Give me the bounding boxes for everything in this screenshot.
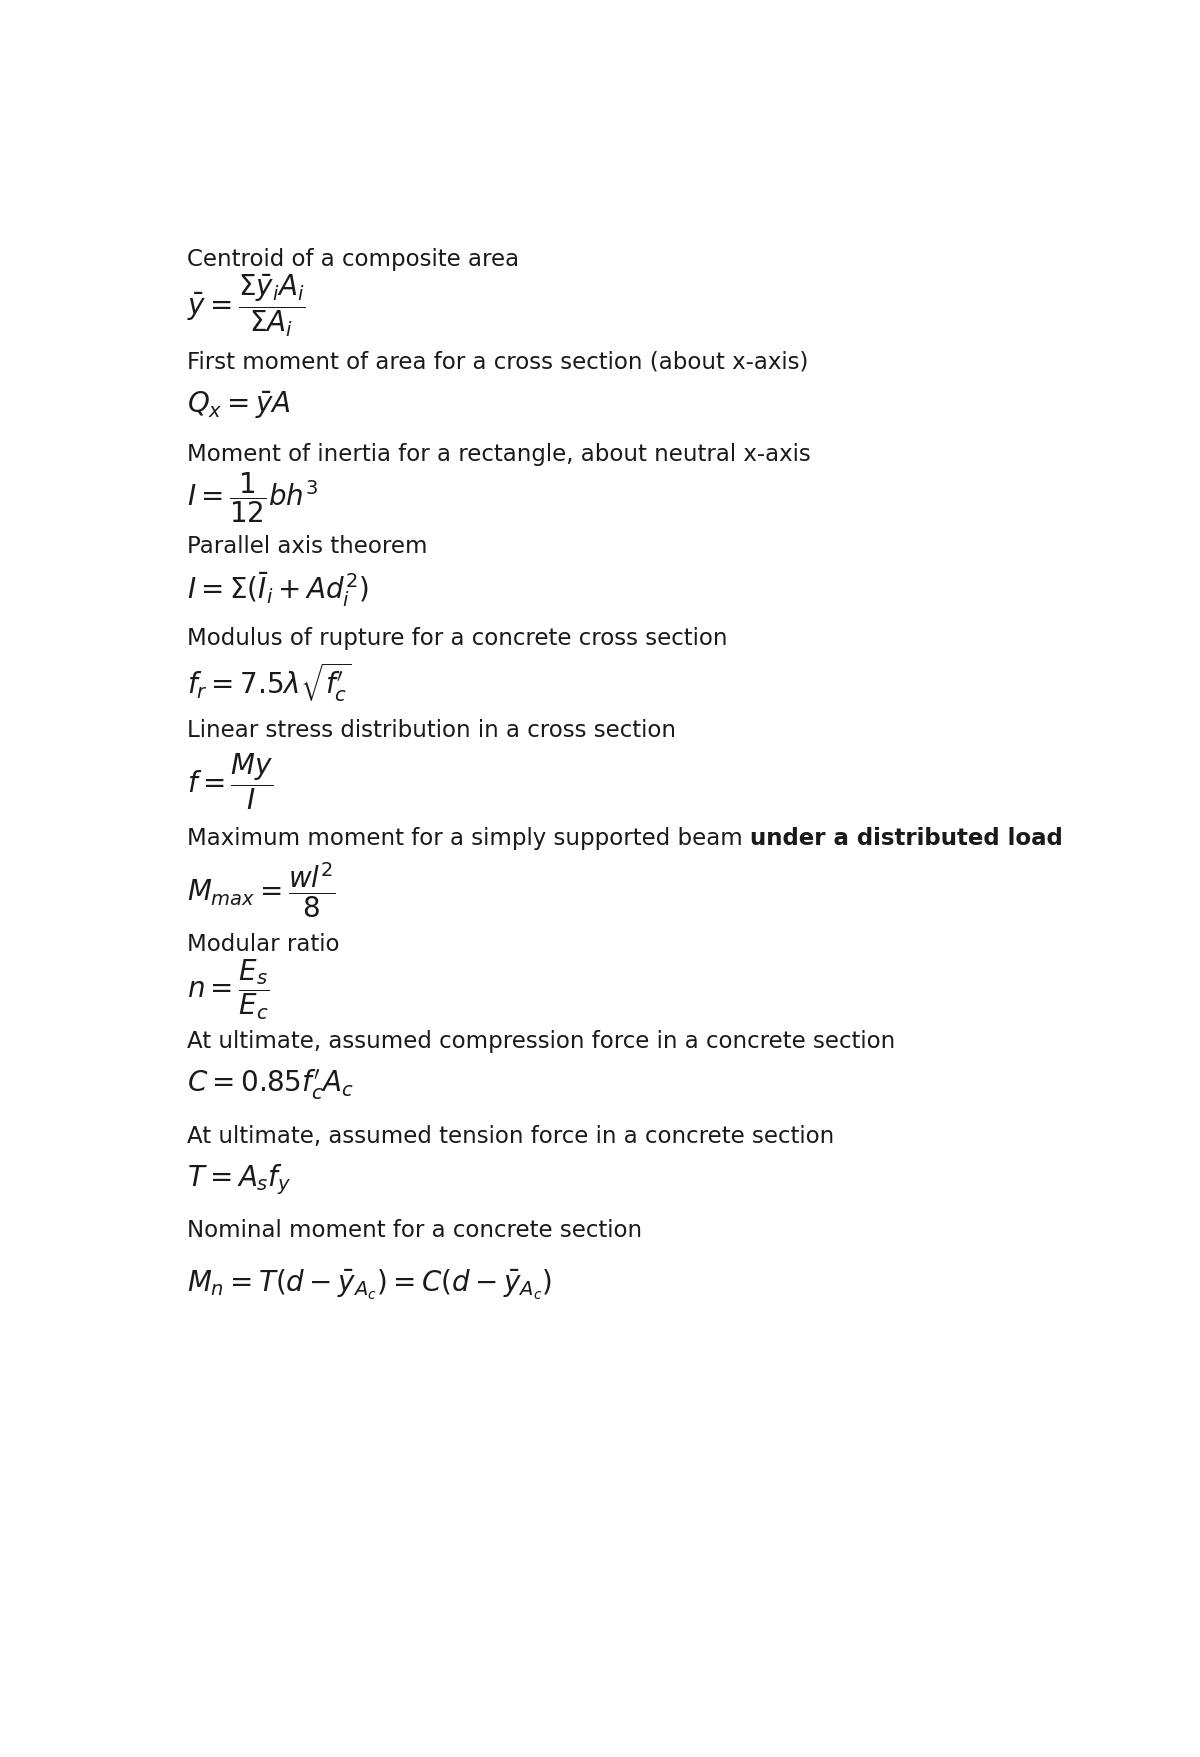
Text: $M_n = T(d - \bar{y}_{A_c}) =  C(d - \bar{y}_{A_c})$: $M_n = T(d - \bar{y}_{A_c}) = C(d - \bar… xyxy=(187,1269,552,1302)
Text: Moment of inertia for a rectangle, about neutral x-axis: Moment of inertia for a rectangle, about… xyxy=(187,443,811,466)
Text: At ultimate, assumed tension force in a concrete section: At ultimate, assumed tension force in a … xyxy=(187,1124,834,1147)
Text: Parallel axis theorem: Parallel axis theorem xyxy=(187,534,427,559)
Text: $f_r = 7.5\lambda\sqrt{f_c^{\prime}}$: $f_r = 7.5\lambda\sqrt{f_c^{\prime}}$ xyxy=(187,659,352,703)
Text: $\bar{y} = \dfrac{\Sigma\bar{y}_i A_i}{\Sigma A_i}$: $\bar{y} = \dfrac{\Sigma\bar{y}_i A_i}{\… xyxy=(187,272,306,339)
Text: $C = 0.85f_c^{\prime}A_c$: $C = 0.85f_c^{\prime}A_c$ xyxy=(187,1068,354,1102)
Text: Linear stress distribution in a cross section: Linear stress distribution in a cross se… xyxy=(187,719,677,741)
Text: $f = \dfrac{My}{I}$: $f = \dfrac{My}{I}$ xyxy=(187,752,274,812)
Text: First moment of area for a cross section (about x-axis): First moment of area for a cross section… xyxy=(187,351,809,374)
Text: Nominal moment for a concrete section: Nominal moment for a concrete section xyxy=(187,1219,642,1242)
Text: Maximum moment for a simply supported beam: Maximum moment for a simply supported be… xyxy=(187,828,750,850)
Text: $n = \dfrac{E_s}{E_c}$: $n = \dfrac{E_s}{E_c}$ xyxy=(187,958,270,1023)
Text: Modulus of rupture for a concrete cross section: Modulus of rupture for a concrete cross … xyxy=(187,627,727,650)
Text: $T = A_s f_y$: $T = A_s f_y$ xyxy=(187,1161,292,1197)
Text: Modular ratio: Modular ratio xyxy=(187,933,340,956)
Text: $Q_x = \bar{y}A$: $Q_x = \bar{y}A$ xyxy=(187,390,290,422)
Text: Centroid of a composite area: Centroid of a composite area xyxy=(187,248,520,271)
Text: At ultimate, assumed compression force in a concrete section: At ultimate, assumed compression force i… xyxy=(187,1030,895,1052)
Text: under a distributed load: under a distributed load xyxy=(750,828,1063,850)
Text: $M_{max} = \dfrac{wl^2}{8}$: $M_{max} = \dfrac{wl^2}{8}$ xyxy=(187,861,336,919)
Text: $I = \Sigma(\bar{I}_i + Ad_i^2)$: $I = \Sigma(\bar{I}_i + Ad_i^2)$ xyxy=(187,571,368,610)
Text: $I = \dfrac{1}{12}bh^3$: $I = \dfrac{1}{12}bh^3$ xyxy=(187,471,318,525)
